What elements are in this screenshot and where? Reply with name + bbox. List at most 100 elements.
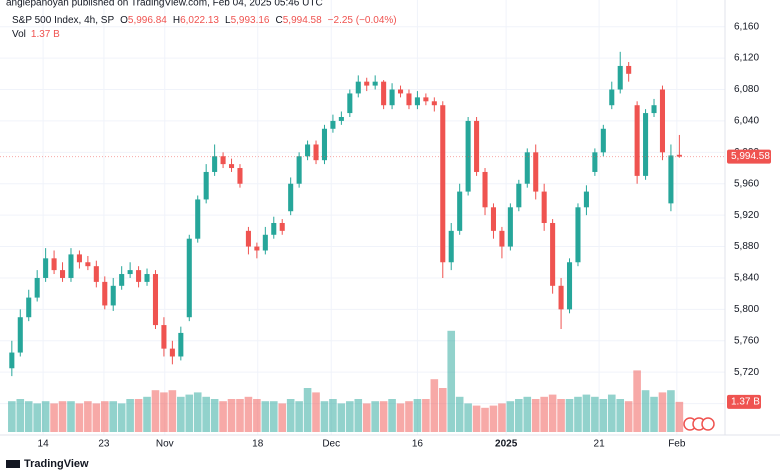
volume-bar (515, 399, 523, 432)
x-tick-label: Dec (322, 439, 340, 450)
volume-bar (422, 399, 430, 432)
x-tick-label: 18 (252, 439, 264, 450)
candle-body (152, 274, 159, 326)
volume-bar (337, 403, 346, 432)
volume-bar (312, 392, 320, 432)
candle-body (237, 168, 243, 184)
candle-body (144, 274, 150, 282)
candle-body (161, 325, 167, 349)
volume-bar (92, 403, 101, 432)
volume-bar (641, 390, 650, 432)
candle-body (17, 317, 23, 353)
volume-bar (168, 390, 177, 432)
legend-key: C (276, 15, 283, 26)
volume-bar (405, 401, 413, 432)
volume-value: 1.37 B (31, 29, 60, 40)
candle-body (507, 207, 513, 247)
volume-bar (303, 388, 312, 432)
volume-bar (244, 396, 253, 432)
candle-body (423, 97, 429, 102)
volume-bar (16, 399, 25, 432)
volume-bar (472, 405, 481, 432)
y-tick-label: 6,120 (734, 53, 759, 64)
candle-body (457, 191, 463, 231)
candle-body (592, 152, 598, 172)
candle-body (406, 93, 412, 106)
volume-bar (650, 396, 658, 432)
candle-body (34, 277, 40, 298)
candle-body (212, 156, 218, 172)
candle-body (296, 156, 302, 184)
candle-body (431, 101, 437, 106)
header: anglepanoyan published on TradingView.co… (6, 0, 323, 9)
volume-bar (134, 399, 143, 432)
candle-body (51, 258, 57, 271)
candle-body (305, 144, 311, 157)
candle-body (26, 297, 32, 318)
volume-bar (8, 401, 16, 432)
candle-body (516, 183, 522, 208)
volume-bar (498, 403, 506, 432)
candle-body (626, 65, 632, 74)
candle-body (271, 222, 277, 235)
volume-bar (396, 403, 405, 432)
volume-bar (607, 394, 616, 432)
volume-bar (675, 401, 684, 432)
volume-bar (574, 396, 582, 432)
volume-bar (658, 392, 667, 432)
volume-bar (447, 330, 456, 432)
volume-key: Vol (12, 29, 26, 40)
candle-body (499, 230, 505, 247)
candle-body (617, 65, 623, 90)
candle-layer (0, 51, 725, 377)
candle-body (288, 183, 294, 212)
candle-body (178, 332, 184, 357)
volume-bar (413, 399, 422, 432)
volume-bar (210, 399, 219, 432)
axes: 5,6805,7205,7605,8005,8405,8805,9205,960… (38, 21, 771, 450)
volume-bar (540, 396, 548, 432)
volume-bar (455, 396, 464, 432)
volume-bar (41, 401, 50, 432)
candle-body (541, 191, 547, 223)
volume-bar (109, 401, 118, 432)
event-icon[interactable] (701, 417, 715, 431)
candle-body (279, 222, 285, 231)
candle-body (550, 222, 556, 286)
y-tick-label: 5,760 (734, 335, 759, 346)
candle-body (575, 207, 581, 263)
volume-bar (160, 392, 168, 432)
volume-bar (388, 399, 396, 432)
candle-body (676, 154, 682, 157)
volume-bar (582, 394, 591, 432)
candle-body (347, 93, 353, 114)
volume-bar (202, 396, 210, 432)
volume-bar (236, 399, 244, 432)
legend-value: 6,022.13 (180, 15, 219, 26)
candle-body (389, 89, 395, 106)
volume-bar (67, 401, 75, 432)
volume-bar (354, 399, 363, 432)
last-price-box (727, 149, 771, 164)
legend-symbol: S&P 500 Index, 4h, SP (12, 15, 114, 26)
volume-bar (506, 401, 515, 432)
candle-body (254, 246, 260, 251)
candle-body (609, 89, 615, 106)
candle-body (414, 97, 420, 106)
volume-bar (261, 401, 270, 432)
candle-body (372, 81, 378, 86)
y-tick-label: 6,040 (734, 116, 759, 127)
x-tick-label: Nov (156, 439, 174, 450)
candle-body (634, 105, 640, 176)
volume-bar (193, 392, 202, 432)
legend-key: L (225, 15, 231, 26)
candle-body (330, 120, 336, 129)
candle-body (9, 352, 15, 369)
candle-body (262, 234, 268, 251)
candle-body (220, 156, 226, 165)
legend-value: 5,996.84 (128, 15, 167, 26)
candle-body (659, 89, 666, 153)
volume-bar (371, 401, 379, 432)
candle-body (136, 270, 142, 282)
